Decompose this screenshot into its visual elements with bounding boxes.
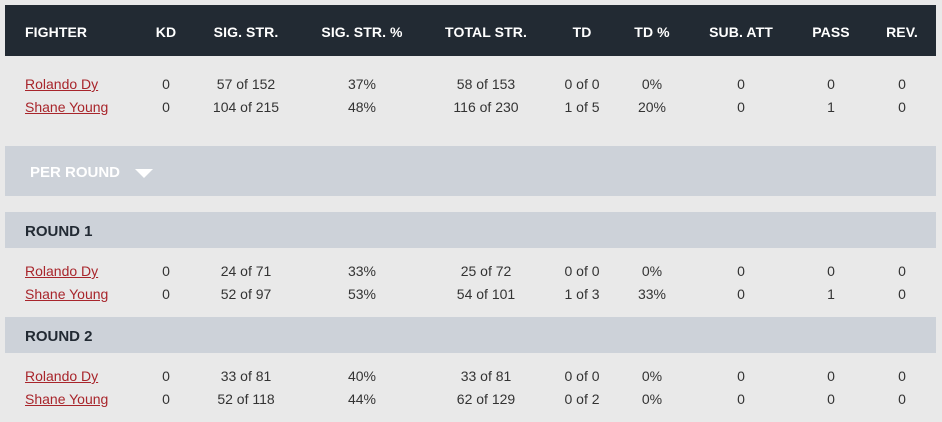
rev-cell: 0 [898, 391, 906, 407]
td-pct-cell: 0% [641, 263, 663, 279]
td-cell: 0 of 0 [564, 368, 600, 384]
sig-str-cell: 57 of 152 [216, 76, 276, 92]
td-cell: 1 of 5 [564, 99, 600, 115]
header-fighter: FIGHTER [25, 24, 88, 40]
table-row: Rolando Dy 0 33 of 81 40% 33 of 81 0 of … [0, 366, 942, 388]
sub-att-cell: 0 [737, 286, 745, 302]
sig-str-pct-cell: 48% [347, 99, 377, 115]
per-round-toggle[interactable]: PER ROUND [5, 146, 936, 196]
table-row: Rolando Dy 0 24 of 71 33% 25 of 72 0 of … [0, 261, 942, 283]
pass-cell: 0 [827, 368, 835, 384]
header-sig-str-pct: SIG. STR. % [321, 24, 403, 40]
round-2-header: ROUND 2 [5, 317, 936, 353]
header-pass: PASS [812, 24, 850, 40]
total-str-cell: 116 of 230 [453, 99, 519, 115]
sig-str-cell: 24 of 71 [220, 263, 272, 279]
td-pct-cell: 0% [641, 391, 663, 407]
fighter-link-rolando-dy[interactable]: Rolando Dy [25, 76, 99, 92]
total-str-cell: 58 of 153 [456, 76, 516, 92]
header-td-pct: TD % [634, 24, 670, 40]
kd-cell: 0 [162, 76, 170, 92]
table-row: Shane Young 0 104 of 215 48% 116 of 230 … [0, 97, 942, 119]
total-str-cell: 25 of 72 [460, 263, 512, 279]
kd-cell: 0 [162, 391, 170, 407]
round-title: ROUND 1 [25, 223, 93, 240]
pass-cell: 0 [827, 263, 835, 279]
table-row: Rolando Dy 0 57 of 152 37% 58 of 153 0 o… [0, 74, 942, 96]
pass-cell: 1 [827, 286, 835, 302]
kd-cell: 0 [162, 263, 170, 279]
sig-str-cell: 52 of 118 [217, 391, 275, 407]
total-str-cell: 33 of 81 [460, 368, 512, 384]
sig-str-pct-cell: 53% [347, 286, 377, 302]
sig-str-cell: 33 of 81 [220, 368, 272, 384]
total-str-cell: 62 of 129 [456, 391, 516, 407]
header-rev: REV. [886, 24, 918, 40]
fighter-link-shane-young[interactable]: Shane Young [25, 99, 109, 115]
sig-str-cell: 104 of 215 [212, 99, 280, 115]
round-1-header: ROUND 1 [5, 212, 936, 248]
header-kd: KD [155, 24, 177, 40]
rev-cell: 0 [898, 99, 906, 115]
td-cell: 0 of 0 [564, 76, 600, 92]
td-pct-cell: 0% [641, 368, 663, 384]
sig-str-pct-cell: 44% [347, 391, 377, 407]
td-cell: 0 of 2 [564, 391, 600, 407]
sig-str-cell: 52 of 97 [220, 286, 272, 302]
pass-cell: 1 [827, 99, 835, 115]
fighter-link-shane-young[interactable]: Shane Young [25, 286, 109, 302]
sig-str-pct-cell: 33% [347, 263, 377, 279]
table-row: Shane Young 0 52 of 118 44% 62 of 129 0 … [0, 389, 942, 411]
td-pct-cell: 0% [641, 76, 663, 92]
fighter-link-rolando-dy[interactable]: Rolando Dy [25, 263, 99, 279]
fighter-link-shane-young[interactable]: Shane Young [25, 391, 109, 407]
header-total-str: TOTAL STR. [445, 24, 527, 40]
header-sub-att: SUB. ATT [709, 24, 773, 40]
caret-down-icon [135, 169, 153, 178]
td-pct-cell: 20% [637, 99, 667, 115]
td-cell: 1 of 3 [564, 286, 600, 302]
table-row: Shane Young 0 52 of 97 53% 54 of 101 1 o… [0, 284, 942, 306]
sub-att-cell: 0 [737, 368, 745, 384]
sub-att-cell: 0 [737, 99, 745, 115]
pass-cell: 0 [827, 391, 835, 407]
rev-cell: 0 [898, 76, 906, 92]
kd-cell: 0 [162, 99, 170, 115]
sub-att-cell: 0 [737, 76, 745, 92]
stats-table-header: FIGHTER KD SIG. STR. SIG. STR. % TOTAL S… [5, 5, 936, 56]
kd-cell: 0 [162, 368, 170, 384]
total-str-cell: 54 of 101 [456, 286, 516, 302]
per-round-label: PER ROUND [30, 164, 121, 181]
rev-cell: 0 [898, 263, 906, 279]
td-cell: 0 of 0 [564, 263, 600, 279]
pass-cell: 0 [827, 76, 835, 92]
fighter-link-rolando-dy[interactable]: Rolando Dy [25, 368, 99, 384]
rev-cell: 0 [898, 368, 906, 384]
rev-cell: 0 [898, 286, 906, 302]
sig-str-pct-cell: 40% [347, 368, 377, 384]
kd-cell: 0 [162, 286, 170, 302]
sub-att-cell: 0 [737, 263, 745, 279]
sig-str-pct-cell: 37% [347, 76, 377, 92]
sub-att-cell: 0 [737, 391, 745, 407]
header-td: TD [572, 24, 592, 40]
header-sig-str: SIG. STR. [213, 24, 279, 40]
round-title: ROUND 2 [25, 328, 93, 345]
td-pct-cell: 33% [637, 286, 667, 302]
